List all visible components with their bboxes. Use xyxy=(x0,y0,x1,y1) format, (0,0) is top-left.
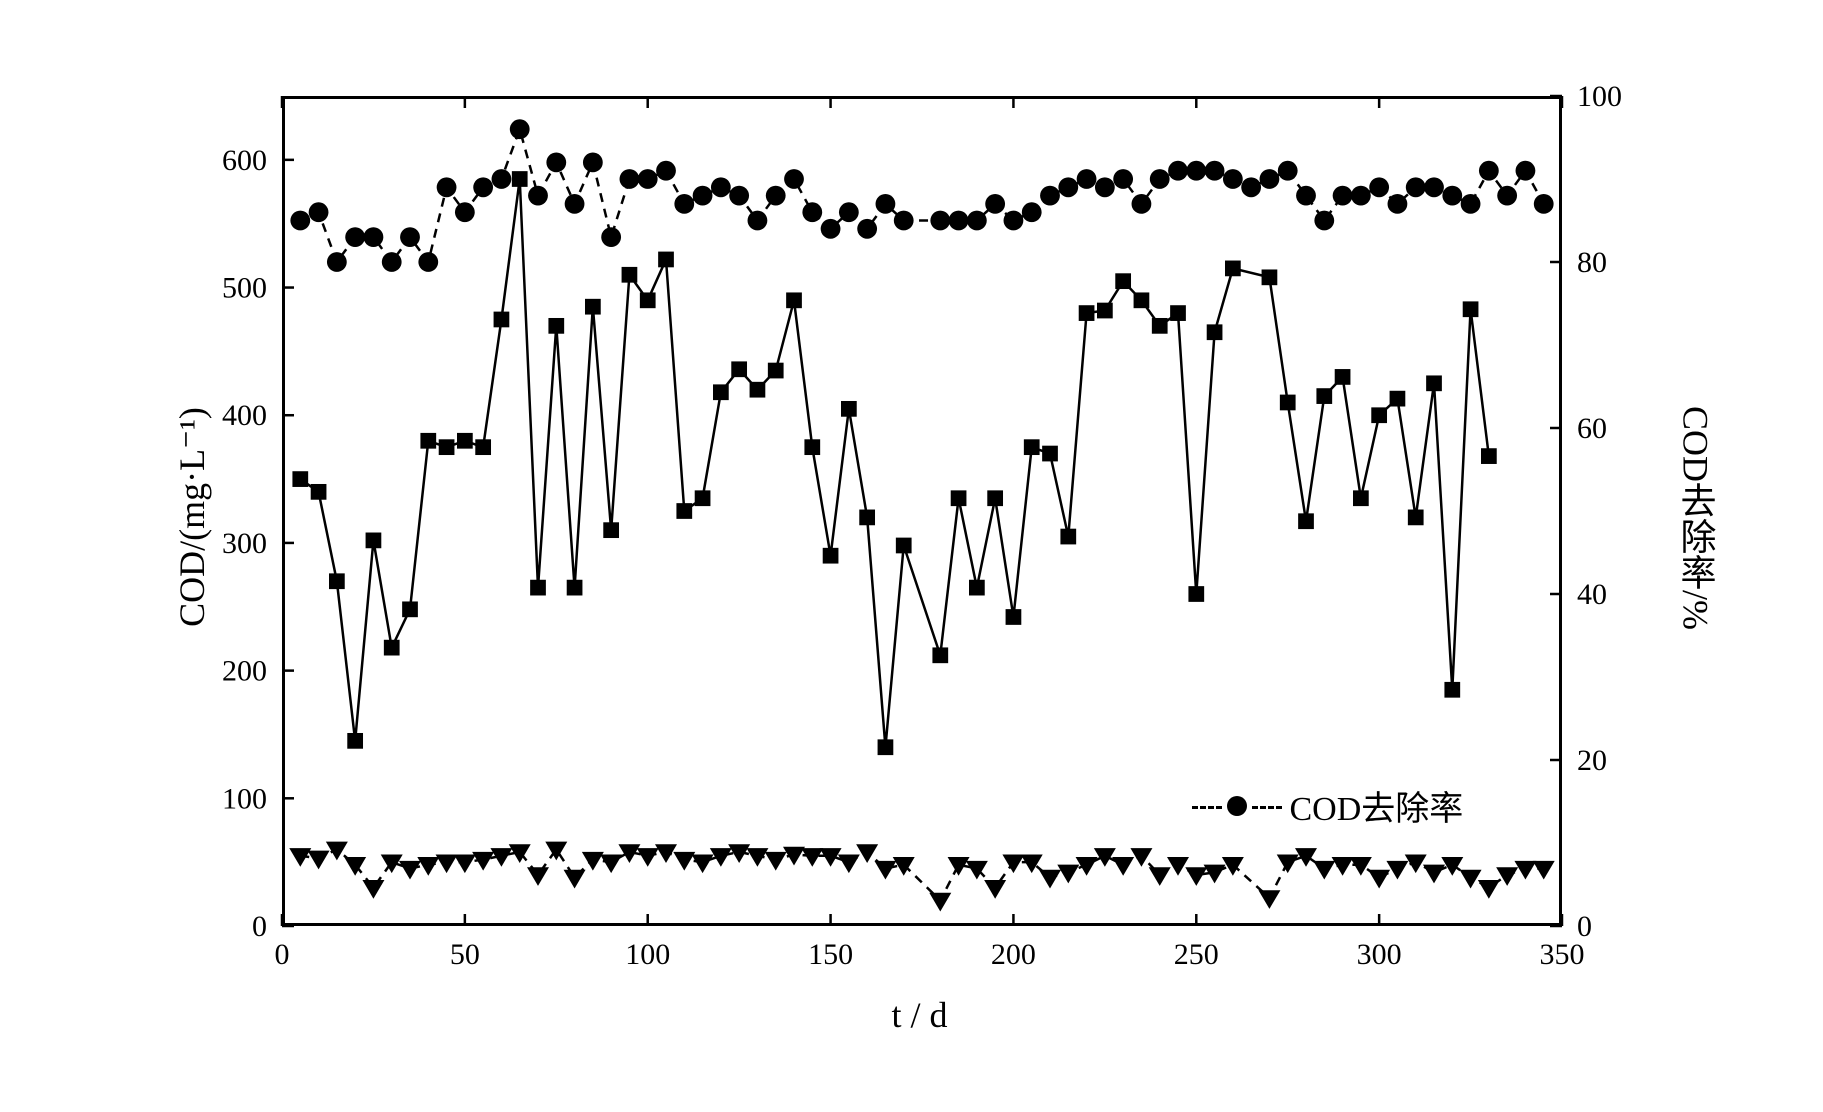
svg-text:100: 100 xyxy=(625,938,670,971)
svg-text:60: 60 xyxy=(1577,412,1607,445)
svg-text:200: 200 xyxy=(222,655,267,688)
svg-text:300: 300 xyxy=(222,527,267,560)
svg-text:40: 40 xyxy=(1577,578,1607,611)
svg-text:0: 0 xyxy=(274,938,289,971)
circle-icon xyxy=(1227,796,1247,816)
svg-text:600: 600 xyxy=(222,144,267,177)
svg-text:20: 20 xyxy=(1577,744,1607,777)
svg-text:250: 250 xyxy=(1173,938,1218,971)
legend-line-icon xyxy=(1192,791,1282,821)
svg-text:200: 200 xyxy=(990,938,1035,971)
legend-label: COD去除率 xyxy=(1290,781,1464,830)
svg-text:500: 500 xyxy=(222,272,267,305)
chart-svg: 0501001502002503003500100200300400500600… xyxy=(62,56,1762,1056)
svg-text:50: 50 xyxy=(449,938,479,971)
svg-text:80: 80 xyxy=(1577,246,1607,279)
svg-text:0: 0 xyxy=(252,910,267,943)
y-right-axis-label: COD去除率/% xyxy=(1670,406,1722,630)
legend: COD去除率 xyxy=(1192,781,1464,830)
svg-text:300: 300 xyxy=(1356,938,1401,971)
y-left-axis-label: COD/(mg·L⁻¹) xyxy=(170,407,212,627)
svg-text:100: 100 xyxy=(222,782,267,815)
chart-container: 0501001502002503003500100200300400500600… xyxy=(62,56,1762,1056)
x-axis-label: t / d xyxy=(892,994,948,1036)
svg-text:100: 100 xyxy=(1577,80,1622,113)
svg-text:0: 0 xyxy=(1577,910,1592,943)
svg-text:400: 400 xyxy=(222,399,267,432)
svg-text:150: 150 xyxy=(808,938,853,971)
